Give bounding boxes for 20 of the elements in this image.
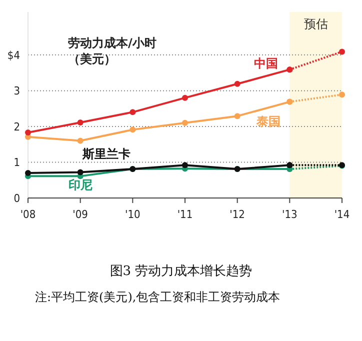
- y-tick-label: $4: [7, 48, 20, 62]
- x-tick-label: '09: [72, 208, 88, 221]
- x-tick-label: '12: [230, 208, 245, 221]
- series-label: 中国: [254, 56, 278, 70]
- series-label: 泰国: [256, 114, 281, 129]
- y-tick-label: 3: [14, 84, 20, 98]
- y-tick-label: 1: [14, 156, 20, 170]
- y-tick-label: 0: [14, 192, 20, 205]
- series-label: 斯里兰卡: [82, 146, 130, 161]
- x-tick-label: '14: [334, 208, 350, 221]
- text: 图3 劳动力成本增长趋势: [108, 263, 254, 280]
- y-tick-label: 2: [14, 120, 20, 134]
- x-tick-label: '11: [177, 208, 193, 221]
- x-tick-label: '08: [20, 208, 36, 221]
- band-label: 预估: [304, 17, 328, 31]
- text: 注:平均工资(美元),包含工资和非工资劳动成本: [35, 289, 280, 306]
- series-label: 印尼: [68, 178, 92, 192]
- x-tick-label: '13: [282, 208, 298, 221]
- y-axis-title: 劳动力成本/小时（美元）: [68, 35, 158, 67]
- x-tick-label: '10: [125, 208, 140, 221]
